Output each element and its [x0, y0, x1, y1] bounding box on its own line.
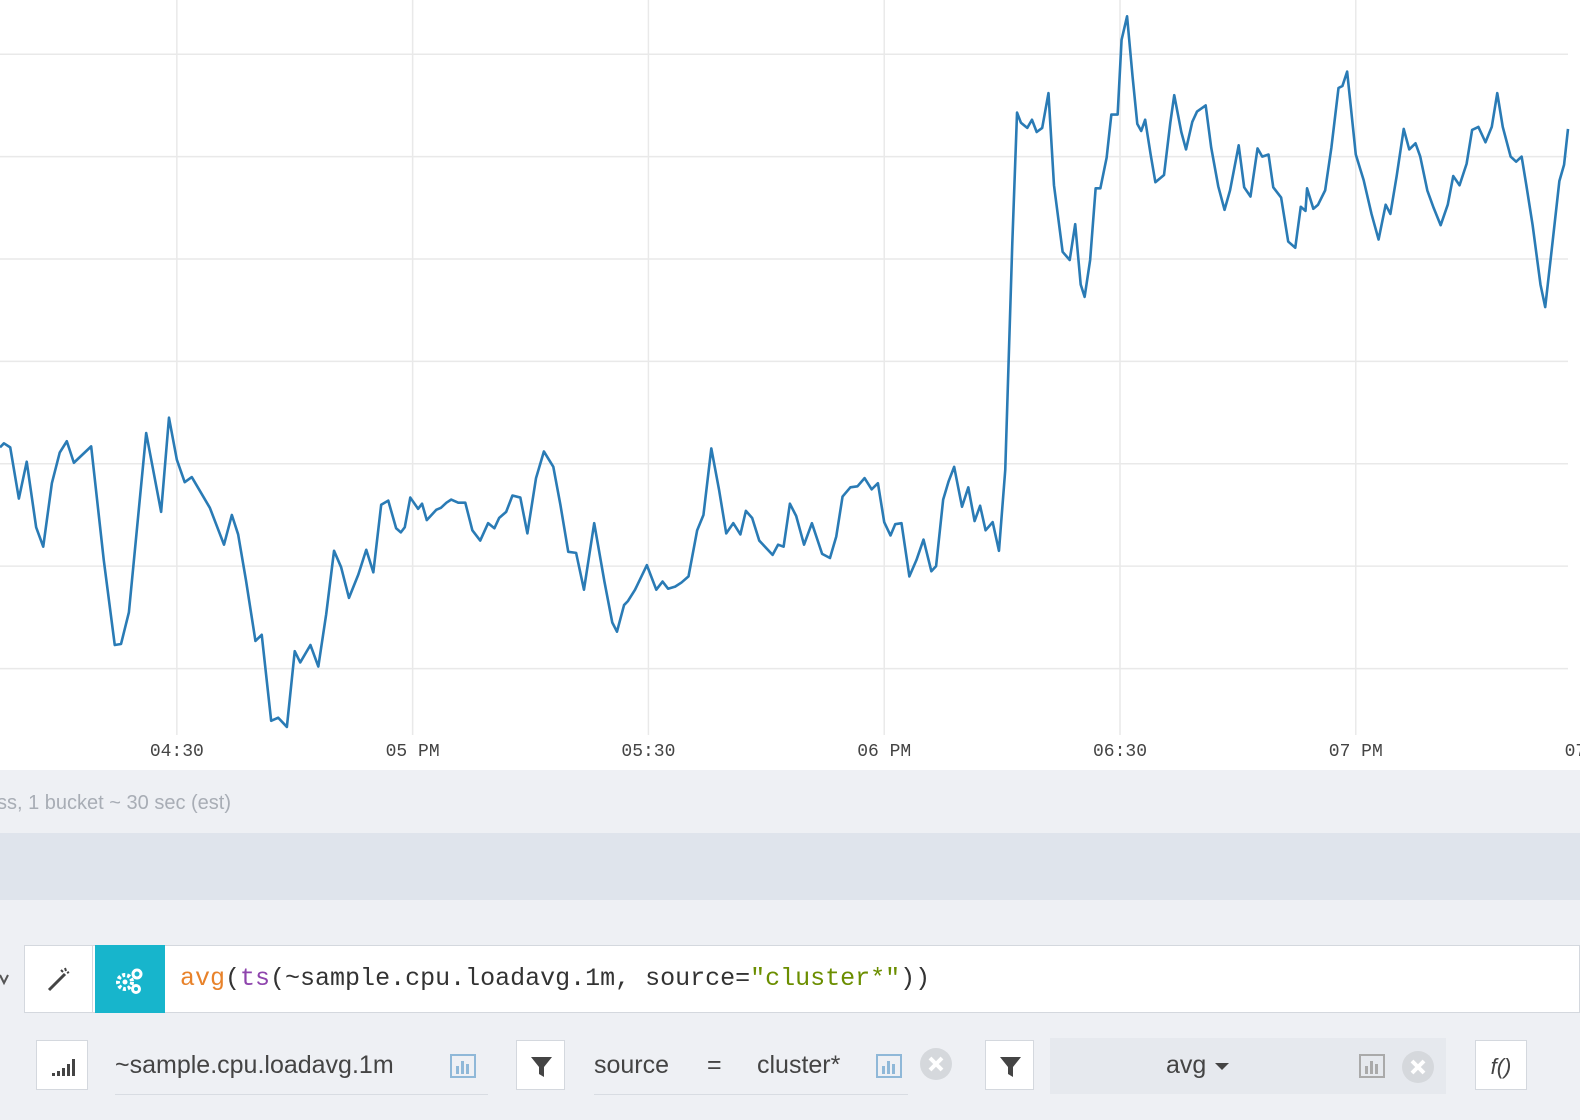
x-tick-label: 06:30: [1093, 742, 1147, 762]
x-tick-label: 05 PM: [386, 742, 440, 762]
status-bar: ss, 1 bucket ~ 30 sec (est): [0, 770, 1580, 833]
aggregation-box[interactable]: [1050, 1038, 1446, 1094]
filter-button[interactable]: [985, 1040, 1034, 1090]
series-line: [0, 15, 1570, 729]
chart-icon[interactable]: [876, 1054, 902, 1078]
underline: [115, 1094, 488, 1095]
collapse-caret[interactable]: [0, 970, 10, 990]
query-paren: )): [900, 964, 931, 993]
function-label: f(): [1490, 1054, 1512, 1079]
query-string: "cluster*": [750, 964, 901, 993]
query-paren: (: [225, 964, 241, 993]
query-box[interactable]: [24, 945, 1580, 1013]
filter-key[interactable]: source: [594, 1051, 670, 1079]
chart-icon[interactable]: [1359, 1054, 1385, 1078]
query-text[interactable]: avg(ts(~sample.cpu.loadavg.1m, source="c…: [180, 964, 930, 993]
remove-icon[interactable]: [919, 1047, 953, 1081]
wand-button[interactable]: [24, 945, 93, 1013]
status-text: ss, 1 bucket ~ 30 sec (est): [0, 792, 231, 814]
metric-name[interactable]: ~sample.cpu.loadavg.1m: [115, 1051, 394, 1079]
filter-button[interactable]: [516, 1040, 565, 1090]
chart: 04:30 05 PM 05:30 06 PM 06:30 07 PM 07:30: [0, 0, 1580, 770]
x-tick-label: 07 PM: [1329, 742, 1383, 762]
chart-icon[interactable]: [450, 1054, 476, 1078]
x-tick-label: 06 PM: [857, 742, 911, 762]
remove-icon[interactable]: [1401, 1050, 1435, 1084]
aggregation[interactable]: avg: [1166, 1051, 1207, 1079]
function-button[interactable]: f(): [1475, 1040, 1527, 1090]
metric-type-button[interactable]: [36, 1040, 88, 1090]
query-args: (~sample.cpu.loadavg.1m, source=: [270, 964, 751, 993]
x-tick-label: 05:30: [621, 742, 675, 762]
query-ts: ts: [240, 964, 271, 993]
dropdown-caret[interactable]: [1214, 1062, 1230, 1072]
toolbar-band: [0, 833, 1580, 900]
filter-value[interactable]: cluster*: [757, 1051, 841, 1079]
settings-button[interactable]: [95, 945, 165, 1013]
query-function: avg: [180, 964, 226, 993]
underline: [594, 1094, 908, 1095]
filter-operator[interactable]: =: [707, 1051, 722, 1079]
x-tick-label: 04:30: [150, 742, 204, 762]
x-tick-label: 07:30: [1565, 742, 1580, 762]
